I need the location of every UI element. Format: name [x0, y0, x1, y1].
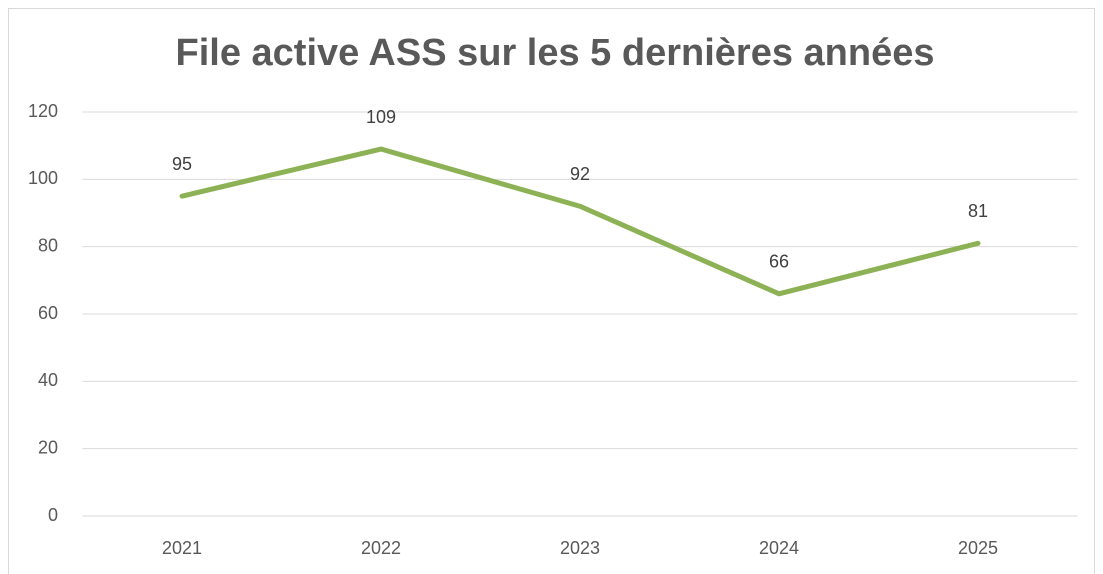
- y-tick-label: 20: [38, 437, 58, 457]
- data-label: 95: [172, 154, 192, 174]
- y-tick-label: 0: [48, 505, 58, 525]
- y-tick-label: 120: [28, 101, 58, 121]
- x-tick-label: 2021: [162, 538, 202, 558]
- x-tick-label: 2022: [361, 538, 401, 558]
- chart-border: [8, 8, 1095, 574]
- data-label: 92: [570, 164, 590, 184]
- chart-title: File active ASS sur les 5 dernières anné…: [176, 32, 935, 74]
- data-label: 81: [968, 201, 988, 221]
- x-tick-label: 2024: [759, 538, 799, 558]
- data-label: 109: [366, 107, 396, 127]
- y-tick-label: 60: [38, 303, 58, 323]
- y-tick-label: 80: [38, 235, 58, 255]
- data-line: [179, 146, 981, 297]
- x-tick-label: 2025: [958, 538, 998, 558]
- y-tick-label: 40: [38, 370, 58, 390]
- x-tick-label: 2023: [560, 538, 600, 558]
- y-tick-label: 100: [28, 168, 58, 188]
- data-label: 66: [769, 252, 789, 272]
